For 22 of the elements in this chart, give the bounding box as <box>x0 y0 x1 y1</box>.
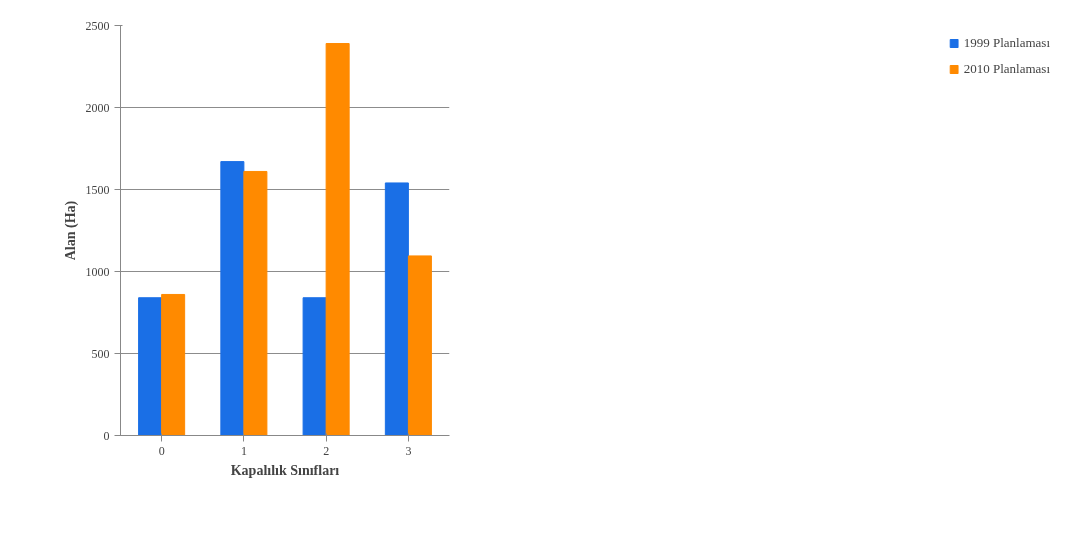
bar <box>161 293 186 436</box>
bar <box>407 255 432 436</box>
bar <box>302 297 327 436</box>
y-tick-label: 0 <box>103 428 110 443</box>
bar <box>138 297 163 436</box>
x-tick-label: 2 <box>323 443 330 458</box>
bar <box>243 170 268 436</box>
y-tick-label: 2000 <box>85 100 110 115</box>
y-tick-label: 2500 <box>85 18 110 33</box>
y-axis-title: Alan (Ha) <box>62 200 79 261</box>
x-axis-title: Kapalılık Sınıfları <box>230 462 340 478</box>
y-tick-label: 1500 <box>85 182 110 197</box>
y-tick-label: 500 <box>91 346 110 361</box>
legend-label: 2010 Planlaması <box>963 61 1050 77</box>
x-tick-label: 0 <box>158 443 165 458</box>
bar <box>220 161 245 436</box>
bar <box>384 182 409 436</box>
x-tick-label: 3 <box>405 443 412 458</box>
legend-label: 1999 Planlaması <box>963 35 1050 51</box>
bar <box>325 43 350 436</box>
x-tick-label: 1 <box>240 443 247 458</box>
y-tick-label: 1000 <box>85 264 110 279</box>
